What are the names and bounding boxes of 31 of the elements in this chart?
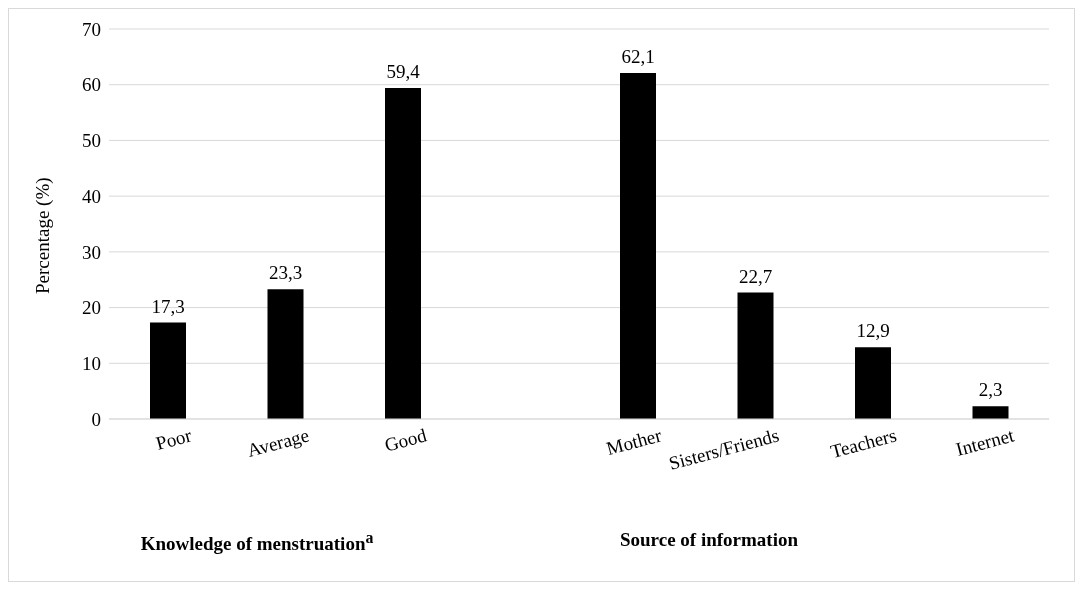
x-tick-label: Internet	[953, 424, 1017, 460]
bar	[150, 322, 186, 419]
source-note: Source of information	[619, 529, 799, 551]
bar	[972, 406, 1009, 419]
data-label: 59,4	[386, 61, 421, 83]
bar	[737, 292, 774, 419]
data-label: 2,3	[978, 379, 1003, 401]
data-label: 17,3	[151, 295, 185, 317]
text: Knowledge of menstruation$^{a}$	[139, 529, 375, 556]
data-label: 22,7	[738, 265, 773, 287]
data-label: 12,9	[856, 320, 890, 342]
y-tick-label: 60	[82, 74, 101, 96]
y-tick-label: 20	[82, 297, 101, 319]
bar	[620, 73, 656, 419]
x-tick-label: Average	[244, 424, 312, 461]
y-axis-title: Percentage (%)	[31, 177, 54, 294]
bar	[385, 88, 421, 419]
y-tick-label: 30	[82, 241, 101, 263]
y-tick-label: 70	[82, 18, 101, 40]
x-tick-label: Teachers	[828, 424, 899, 463]
x-tick-label: Poor	[153, 424, 195, 454]
y-tick-label: 40	[82, 185, 101, 207]
y-tick-label: 50	[82, 130, 101, 152]
x-tick-label: Mother	[604, 424, 665, 460]
data-label: 23,3	[268, 262, 303, 284]
data-label: 62,1	[621, 46, 655, 68]
x-tick-label: Good	[382, 424, 430, 456]
bar	[267, 289, 304, 419]
y-tick-label: 0	[91, 408, 101, 430]
y-tick-label: 10	[82, 353, 101, 375]
bar	[855, 347, 891, 419]
